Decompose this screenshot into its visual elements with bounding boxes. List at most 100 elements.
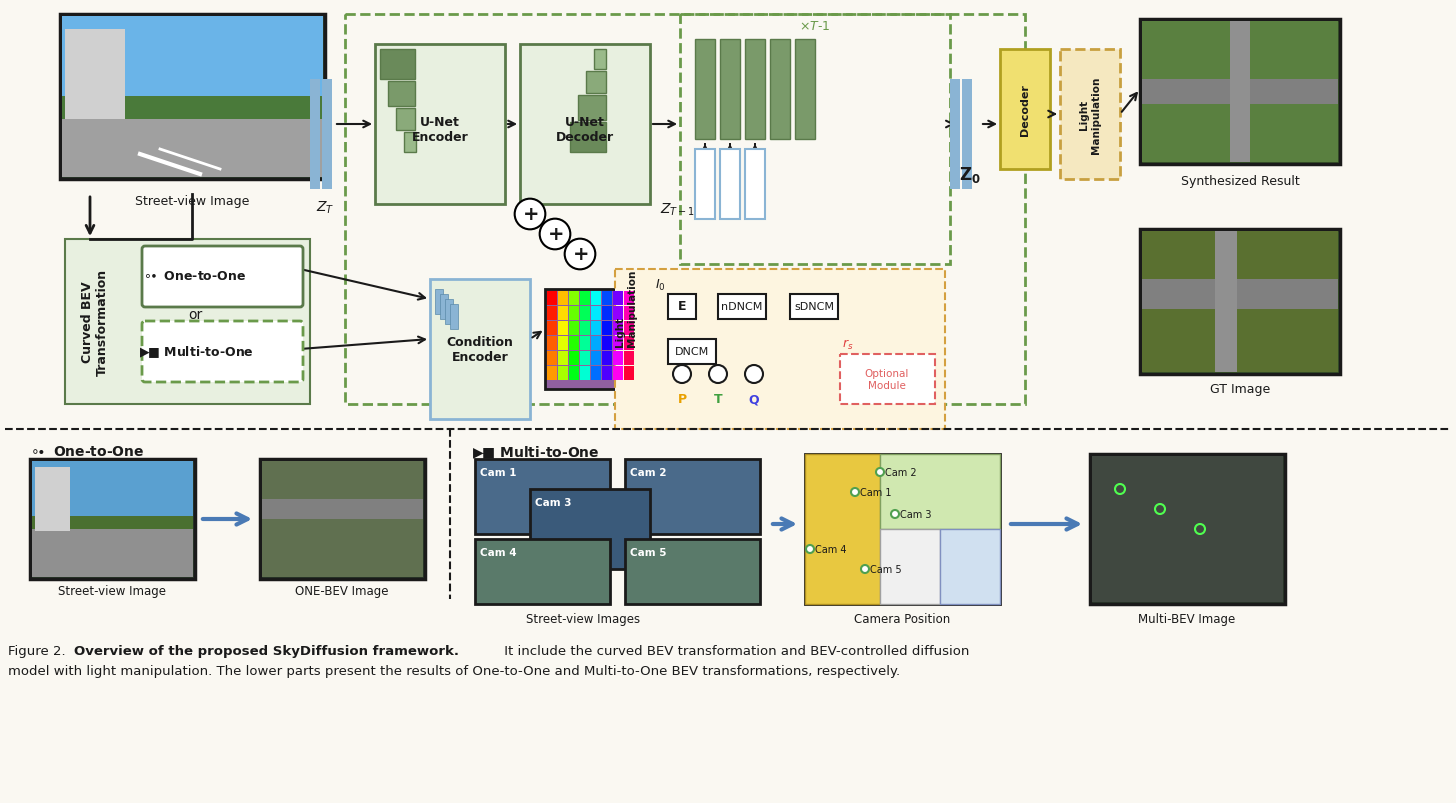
- Bar: [569, 123, 606, 153]
- Bar: [345, 15, 1025, 405]
- Bar: [569, 366, 579, 381]
- Bar: [63, 17, 323, 97]
- Bar: [613, 321, 623, 336]
- Bar: [66, 240, 310, 405]
- Bar: [63, 120, 323, 177]
- Bar: [262, 499, 424, 520]
- Text: ONE-BEV Image: ONE-BEV Image: [296, 585, 389, 597]
- Text: $I_0$: $I_0$: [655, 277, 665, 292]
- Text: Cam 4: Cam 4: [480, 548, 517, 557]
- Text: Cam 3: Cam 3: [900, 509, 932, 520]
- Bar: [591, 352, 601, 365]
- Bar: [625, 291, 633, 306]
- Bar: [668, 340, 716, 365]
- Bar: [520, 45, 649, 205]
- Bar: [625, 307, 633, 320]
- Text: $\circ\!\!\bullet$ One-to-One: $\circ\!\!\bullet$ One-to-One: [144, 270, 246, 283]
- Bar: [475, 459, 610, 534]
- Text: Decoder: Decoder: [1021, 84, 1029, 136]
- Bar: [613, 291, 623, 306]
- Text: $\times T$-1: $\times T$-1: [799, 20, 831, 33]
- Bar: [4, 5, 1452, 565]
- Bar: [601, 291, 612, 306]
- Bar: [601, 366, 612, 381]
- Bar: [261, 459, 425, 579]
- Bar: [1092, 456, 1283, 602]
- Bar: [578, 96, 606, 120]
- Bar: [403, 132, 416, 153]
- Bar: [625, 540, 760, 604]
- Bar: [591, 366, 601, 381]
- Bar: [558, 352, 568, 365]
- Bar: [591, 291, 601, 306]
- Bar: [1142, 22, 1338, 163]
- Bar: [1060, 50, 1120, 180]
- Bar: [941, 529, 1000, 604]
- Bar: [625, 352, 633, 365]
- Bar: [591, 336, 601, 351]
- Text: Light
Manipulation: Light Manipulation: [614, 270, 636, 347]
- Bar: [558, 366, 568, 381]
- Bar: [668, 295, 696, 320]
- Text: Street-view Image: Street-view Image: [135, 195, 249, 208]
- Text: $\mathbf{+}$: $\mathbf{+}$: [521, 206, 539, 224]
- Text: Q: Q: [748, 393, 760, 406]
- Text: or: or: [188, 308, 202, 321]
- Circle shape: [745, 365, 763, 384]
- Circle shape: [891, 511, 898, 519]
- Text: $Z_T$: $Z_T$: [316, 200, 335, 216]
- Bar: [613, 366, 623, 381]
- Bar: [721, 40, 740, 140]
- Bar: [450, 304, 459, 329]
- Text: Overview of the proposed SkyDiffusion framework.: Overview of the proposed SkyDiffusion fr…: [74, 644, 459, 657]
- Text: Cam 3: Cam 3: [534, 497, 572, 507]
- Bar: [376, 45, 505, 205]
- Bar: [32, 529, 194, 577]
- Text: $\mathbf{+}$: $\mathbf{+}$: [572, 245, 588, 264]
- Text: GT Image: GT Image: [1210, 382, 1270, 396]
- Bar: [530, 489, 649, 569]
- Bar: [721, 150, 740, 220]
- Bar: [545, 290, 641, 389]
- Text: Synthesized Result: Synthesized Result: [1181, 175, 1299, 188]
- Bar: [625, 321, 633, 336]
- Bar: [32, 516, 194, 577]
- Bar: [840, 355, 935, 405]
- Text: Cam 5: Cam 5: [630, 548, 667, 557]
- Text: $r_s$: $r_s$: [842, 337, 853, 352]
- Text: $\circ\!\!\bullet$ One-to-One: $\circ\!\!\bullet$ One-to-One: [31, 444, 144, 459]
- Bar: [680, 15, 949, 265]
- Bar: [770, 40, 791, 140]
- Bar: [547, 321, 558, 336]
- Text: model with light manipulation. The lower parts present the results of One-to-One: model with light manipulation. The lower…: [7, 664, 900, 677]
- Bar: [795, 40, 815, 140]
- Bar: [791, 295, 839, 320]
- Bar: [435, 290, 443, 315]
- Text: $\mathbf{Z_0}$: $\mathbf{Z_0}$: [960, 165, 981, 185]
- Bar: [35, 467, 70, 532]
- Bar: [601, 336, 612, 351]
- Bar: [879, 529, 941, 604]
- Bar: [718, 295, 766, 320]
- Bar: [625, 459, 760, 534]
- Bar: [613, 307, 623, 320]
- Text: $\blacktriangleright\!\!\blacksquare$ Multi-to-One: $\blacktriangleright\!\!\blacksquare$ Mu…: [470, 444, 600, 461]
- Bar: [1000, 50, 1050, 169]
- Text: $\mathbf{+}$: $\mathbf{+}$: [547, 225, 563, 244]
- Bar: [1142, 279, 1338, 310]
- Bar: [1140, 20, 1340, 165]
- Bar: [601, 352, 612, 365]
- Bar: [31, 459, 195, 579]
- Text: Multi-BEV Image: Multi-BEV Image: [1139, 612, 1236, 626]
- Bar: [558, 336, 568, 351]
- Text: $Z_{T-1}$: $Z_{T-1}$: [660, 202, 695, 218]
- Bar: [591, 321, 601, 336]
- Bar: [547, 307, 558, 320]
- Bar: [310, 80, 320, 190]
- Bar: [1140, 230, 1340, 374]
- Circle shape: [850, 488, 859, 496]
- Text: $\blacktriangleright\!\!\blacksquare$ Multi-to-One: $\blacktriangleright\!\!\blacksquare$ Mu…: [137, 344, 253, 360]
- Bar: [625, 366, 633, 381]
- Bar: [322, 80, 332, 190]
- Circle shape: [877, 468, 884, 476]
